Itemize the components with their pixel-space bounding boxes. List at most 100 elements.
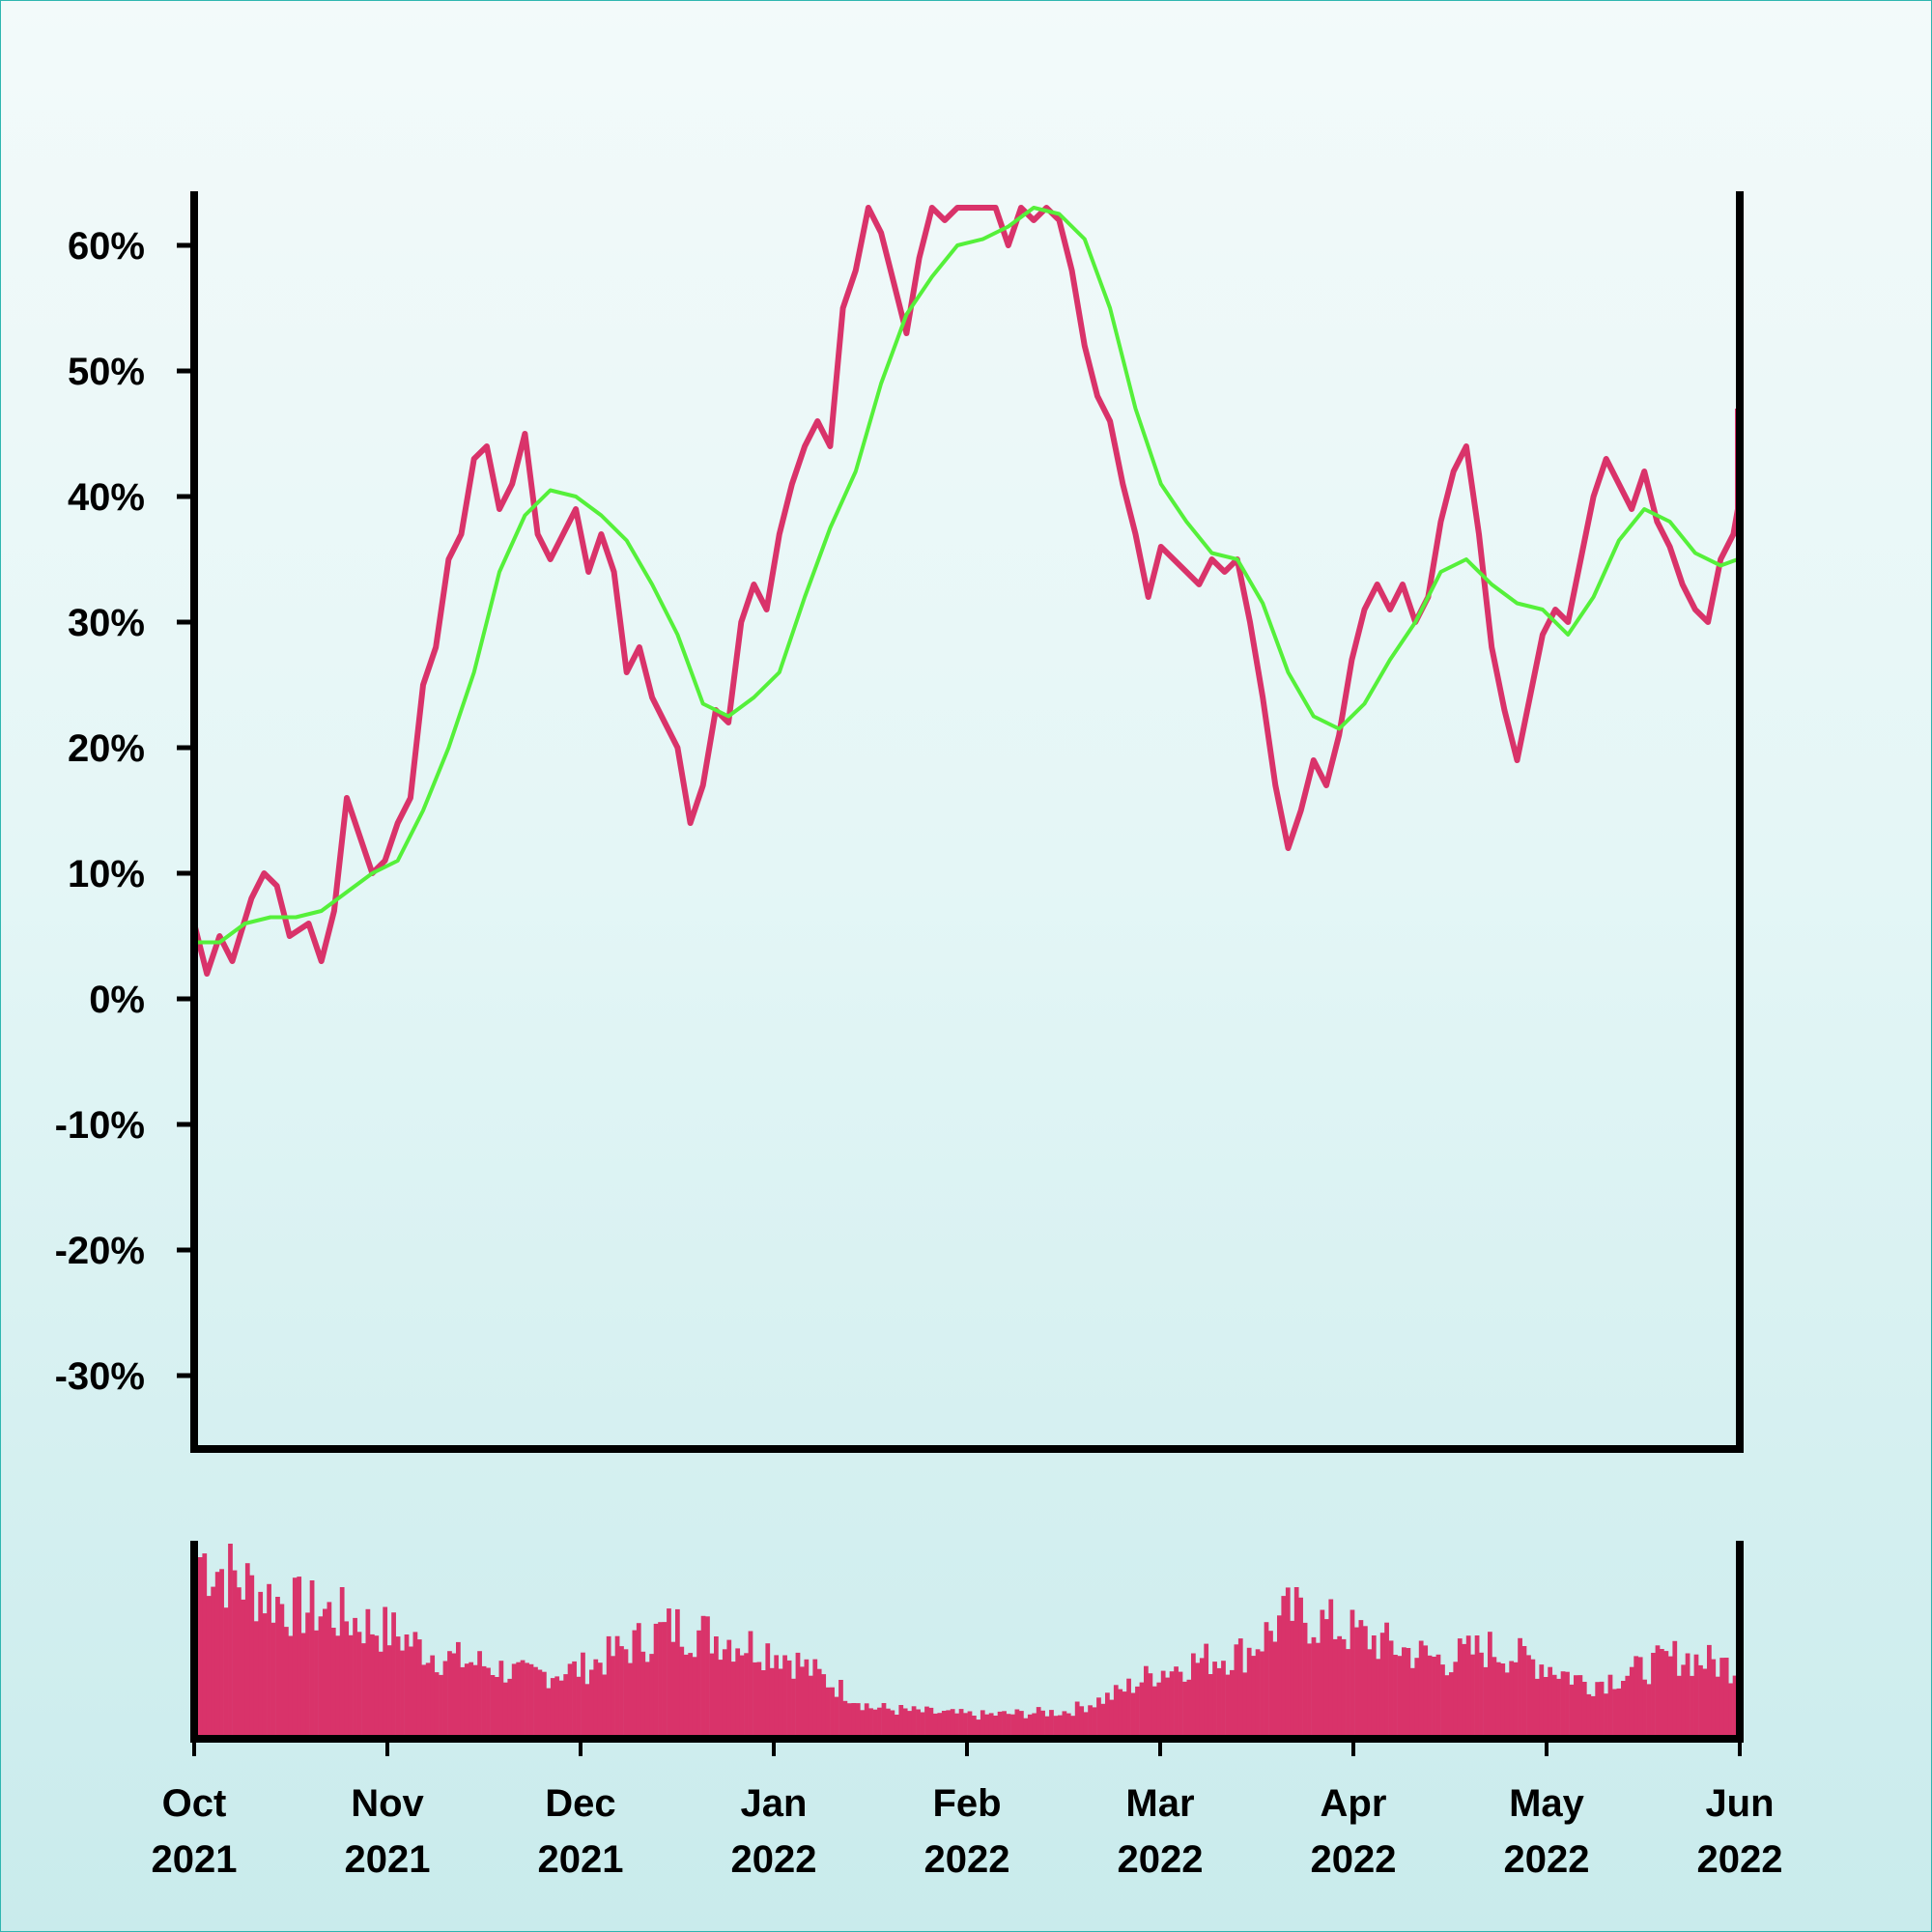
- volume-bar: [1208, 1674, 1213, 1735]
- volume-bar: [581, 1652, 585, 1735]
- price-line: [191, 205, 1741, 977]
- volume-bar: [412, 1632, 418, 1735]
- volume-bar: [279, 1604, 285, 1735]
- volume-bar: [868, 1708, 873, 1735]
- volume-bar: [469, 1662, 474, 1735]
- volume-bar: [292, 1577, 298, 1735]
- volume-bar: [842, 1700, 848, 1735]
- volume-bar: [619, 1646, 624, 1735]
- volume-bar: [542, 1671, 547, 1735]
- volume-bar: [533, 1666, 538, 1735]
- volume-bar: [327, 1602, 332, 1735]
- volume-bar: [1036, 1707, 1041, 1735]
- volume-bar: [963, 1713, 968, 1735]
- volume-bar: [1604, 1693, 1608, 1735]
- volume-bar: [1569, 1684, 1575, 1735]
- volume-bar: [361, 1643, 366, 1735]
- volume-bar: [1195, 1662, 1201, 1735]
- volume-bar: [1590, 1695, 1596, 1735]
- volume-bar: [1010, 1714, 1015, 1735]
- volume-bar: [984, 1714, 990, 1735]
- volume-bar: [1667, 1656, 1673, 1735]
- x-tick-label: May 2022: [1504, 1782, 1590, 1881]
- volume-bar: [1160, 1670, 1166, 1735]
- volume-bar: [1474, 1635, 1480, 1735]
- volume-bar: [202, 1553, 208, 1735]
- volume-bar: [812, 1659, 818, 1735]
- volume-bar: [1690, 1675, 1694, 1735]
- volume-bar: [1470, 1654, 1475, 1735]
- volume-bar: [855, 1703, 861, 1735]
- volume-bar: [920, 1712, 925, 1735]
- volume-bar: [214, 1572, 220, 1735]
- x-tick-label: Jun 2022: [1697, 1782, 1783, 1881]
- volume-bar: [1539, 1664, 1545, 1735]
- volume-bar: [791, 1678, 796, 1735]
- volume-bar: [1629, 1666, 1634, 1735]
- volume-bar: [339, 1587, 345, 1735]
- volume-bar: [683, 1654, 689, 1735]
- volume-bar: [816, 1668, 822, 1735]
- volume-bar: [1246, 1647, 1252, 1735]
- volume-bar: [851, 1703, 857, 1735]
- volume-bar: [1316, 1642, 1321, 1735]
- volume-bar: [267, 1583, 271, 1735]
- volume-bar: [1216, 1667, 1222, 1735]
- volume-bar: [1449, 1672, 1454, 1735]
- volume-bar: [1298, 1597, 1303, 1735]
- volume-bar: [1268, 1631, 1273, 1735]
- volume-bar: [1100, 1703, 1106, 1735]
- volume-bar: [1637, 1657, 1643, 1735]
- volume-bar: [993, 1716, 999, 1735]
- volume-bar: [1293, 1587, 1299, 1735]
- volume-bar: [1711, 1659, 1717, 1735]
- volume-bar: [972, 1716, 977, 1735]
- volume-bar: [1371, 1635, 1377, 1735]
- volume-bar: [628, 1662, 633, 1735]
- volume-bar: [546, 1688, 552, 1735]
- volume-bar: [1074, 1701, 1080, 1735]
- volume-bar: [383, 1606, 388, 1735]
- volume-bar: [911, 1706, 917, 1735]
- volume-bar: [1495, 1662, 1501, 1735]
- volume-bar: [1379, 1633, 1385, 1735]
- volume-bar: [1565, 1671, 1570, 1735]
- volume-bar: [1302, 1622, 1308, 1735]
- volume-bar: [976, 1719, 981, 1735]
- volume-bar: [1122, 1691, 1127, 1735]
- volume-bar: [1707, 1644, 1712, 1735]
- volume-bar: [356, 1632, 362, 1735]
- volume-bar: [1328, 1599, 1334, 1735]
- volume-bar: [722, 1649, 727, 1735]
- volume-bar: [679, 1646, 685, 1735]
- volume-bar: [688, 1653, 694, 1735]
- volume-bar: [1311, 1636, 1317, 1735]
- volume-bar: [365, 1608, 371, 1735]
- y-tick-label: 30%: [68, 602, 145, 644]
- volume-bar: [1672, 1640, 1678, 1735]
- volume-bar: [872, 1709, 878, 1735]
- y-tick-label: 50%: [68, 351, 145, 393]
- volume-bar: [1255, 1649, 1261, 1735]
- volume-bar: [297, 1577, 302, 1735]
- volume-bar: [1642, 1679, 1647, 1735]
- y-tick-label: -10%: [55, 1104, 145, 1147]
- volume-bar: [795, 1652, 801, 1735]
- volume-bar: [1178, 1671, 1183, 1735]
- volume-bar: [228, 1544, 233, 1735]
- volume-bar: [1607, 1674, 1613, 1735]
- volume-bar: [1191, 1653, 1196, 1735]
- volume-bar: [223, 1607, 229, 1735]
- volume-bar: [1285, 1587, 1291, 1735]
- volume-bar: [507, 1678, 513, 1735]
- volume-bar: [416, 1639, 422, 1735]
- volume-bar: [1169, 1671, 1175, 1735]
- volume-bar: [924, 1706, 929, 1735]
- volume-bar: [1660, 1649, 1664, 1735]
- volume-bar: [597, 1662, 603, 1735]
- volume-bar: [525, 1662, 529, 1735]
- volume-bar: [1393, 1655, 1398, 1735]
- y-axis-ticks: 60% 50% 40% 30% 20% 10% 0% -10% -20% -30%: [55, 225, 194, 1398]
- volume-bar: [890, 1710, 895, 1735]
- volume-bar: [886, 1708, 891, 1735]
